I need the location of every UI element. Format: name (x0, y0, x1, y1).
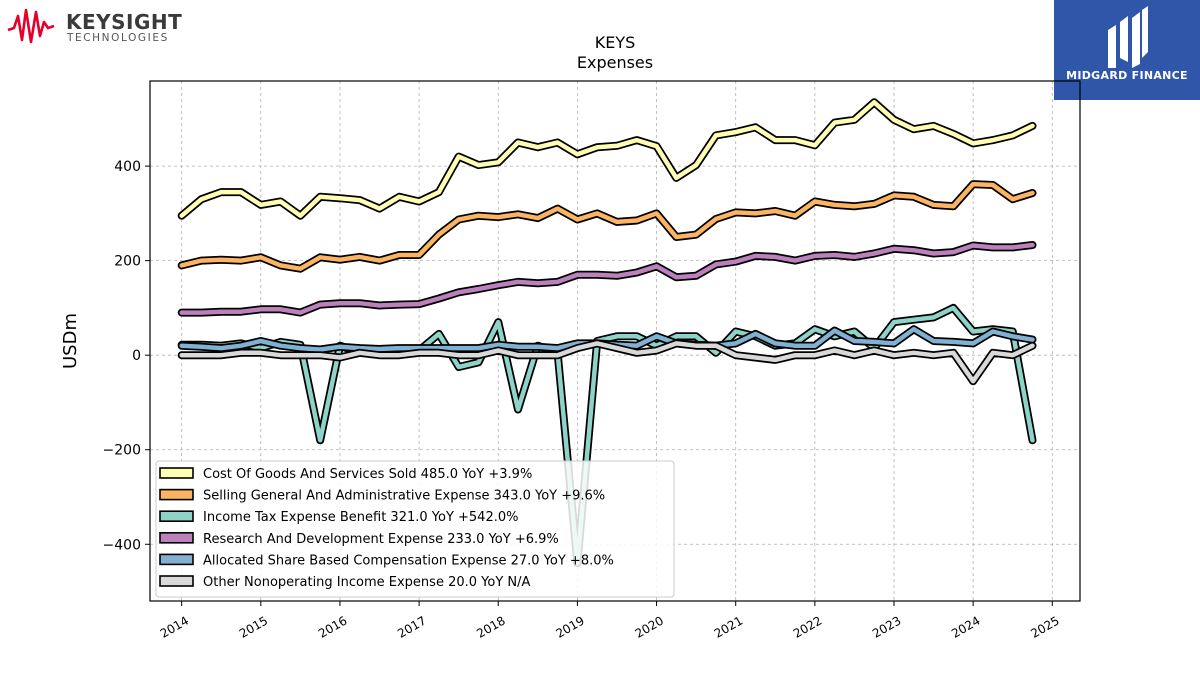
legend-swatch (159, 488, 194, 501)
x-tick-label: 2021 (712, 613, 745, 640)
x-tick-label: 2024 (949, 613, 982, 640)
series-line (177, 339, 1037, 386)
chart-title: KEYS (595, 33, 636, 52)
legend-entry: Income Tax Expense Benefit 321.0 YoY +54… (203, 510, 518, 525)
legend-swatch (159, 553, 194, 566)
y-tick-label: 200 (114, 254, 141, 270)
x-tick-label: 2014 (158, 613, 191, 640)
x-tick-label: 2020 (633, 613, 666, 640)
x-tick-label: 2022 (791, 613, 824, 640)
y-tick-label: −400 (103, 537, 141, 553)
x-tick-label: 2023 (870, 613, 903, 640)
series-line (177, 303, 1037, 568)
waveform-icon (7, 8, 55, 44)
brand-name: KEYSIGHT (66, 10, 183, 34)
y-tick-label: 400 (114, 159, 141, 175)
legend-swatch (159, 510, 194, 523)
y-axis-label: USDm (60, 313, 81, 369)
legend-entry: Other Nonoperating Income Expense 20.0 Y… (203, 575, 531, 590)
brand-subtitle: TECHNOLOGIES (67, 32, 169, 44)
chart-subtitle: Expenses (577, 53, 653, 72)
series-layer (177, 98, 1037, 568)
y-tick-label: 0 (132, 348, 141, 364)
legend-entry: Allocated Share Based Compensation Expen… (203, 553, 614, 568)
x-tick-label: 2019 (553, 613, 586, 640)
legend-swatch (159, 467, 194, 479)
y-tick-label: −200 (103, 443, 141, 459)
x-axis: 2014 2015 2016 2017 2018 2019 2020 2021 2022 2023… (158, 601, 1062, 641)
plot-frame (149, 80, 1081, 602)
series-line (177, 98, 1037, 220)
midgard-logo-icon (1108, 6, 1148, 68)
legend: Cost Of Goods And Services Sold 485.0 Yo… (155, 460, 675, 598)
x-tick-label: 2016 (316, 613, 349, 640)
corner-brand-name: MIDGARD FINANCE (1066, 69, 1188, 82)
series-line (177, 180, 1037, 273)
x-tick-label: 2025 (1028, 613, 1061, 640)
x-tick-label: 2017 (395, 613, 428, 640)
legend-entry: Research And Development Expense 233.0 Y… (203, 532, 559, 547)
y-axis: −400 −200 0 200 400 (103, 159, 150, 553)
legend-swatch (159, 575, 194, 587)
legend-entry: Cost Of Goods And Services Sold 485.0 Yo… (203, 467, 532, 482)
x-tick-label: 2018 (474, 613, 507, 640)
legend-swatch (159, 531, 194, 544)
header-logo: KEYSIGHT TECHNOLOGIES (6, 4, 182, 46)
x-tick-label: 2015 (237, 613, 270, 640)
corner-brand-box: MIDGARD FINANCE (1054, 0, 1200, 100)
series-line (177, 241, 1037, 317)
legend-box (155, 460, 675, 598)
legend-entry: Selling General And Administrative Expen… (203, 489, 605, 504)
